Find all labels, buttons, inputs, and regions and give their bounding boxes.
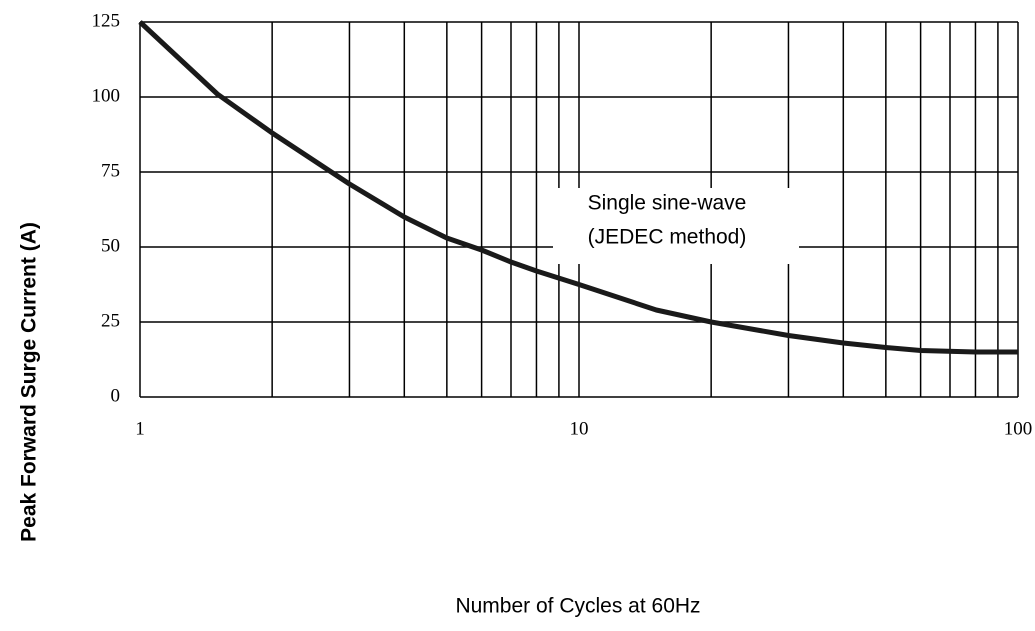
y-axis-label: Peak Forward Surge Current (A): [18, 222, 41, 542]
y-tick-label: 75: [101, 160, 120, 181]
annotation-box: [553, 188, 799, 264]
y-tick-label: 100: [92, 85, 121, 106]
y-tick-label: 125: [92, 10, 121, 31]
y-tick-label: 50: [101, 235, 120, 256]
annotation: (JEDEC method): [588, 226, 747, 249]
annotation: Single sine-wave: [588, 192, 747, 215]
series-line: [138, 20, 1018, 355]
y-tick-label: 0: [111, 385, 121, 406]
x-tick-label: 100: [1004, 418, 1033, 439]
x-axis-label: Number of Cycles at 60Hz: [455, 595, 700, 618]
y-tick-label: 25: [101, 310, 120, 331]
x-tick-label: 10: [570, 418, 589, 439]
x-tick-label: 1: [135, 418, 145, 439]
